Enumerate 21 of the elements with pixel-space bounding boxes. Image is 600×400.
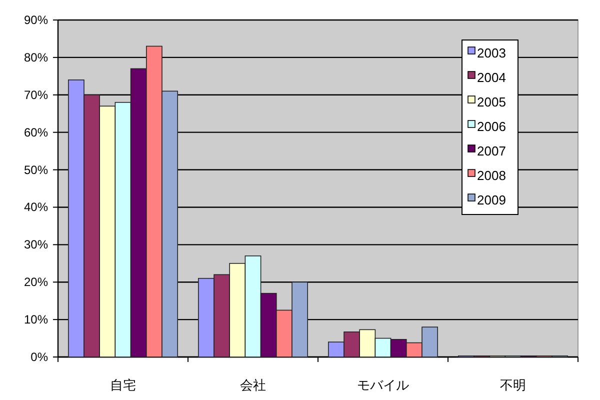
- legend-label: 2007: [477, 144, 506, 158]
- y-tick-label: 30%: [24, 238, 48, 252]
- x-tick-label: 不明: [500, 378, 526, 392]
- legend-label: 2009: [477, 192, 506, 208]
- x-tick-label: モバイル: [357, 378, 409, 392]
- legend-label: 2004: [477, 70, 506, 85]
- x-tick-label: 自宅: [110, 378, 136, 392]
- y-tick-label: 70%: [24, 88, 48, 102]
- legend-label: 2006: [477, 119, 506, 134]
- x-tick-label: 会社: [240, 378, 266, 392]
- y-tick-label: 40%: [24, 200, 48, 214]
- y-tick-label: 80%: [24, 50, 48, 64]
- legend-label: 2005: [477, 94, 506, 110]
- legend-label: 2003: [477, 46, 506, 60]
- y-tick-label: 0%: [30, 350, 48, 364]
- y-tick-label: 50%: [24, 162, 48, 177]
- y-tick-label: 20%: [24, 275, 48, 290]
- legend-label: 2008: [477, 168, 506, 183]
- y-tick-label: 90%: [24, 13, 48, 27]
- y-tick-label: 10%: [24, 312, 48, 327]
- y-tick-label: 60%: [24, 125, 48, 140]
